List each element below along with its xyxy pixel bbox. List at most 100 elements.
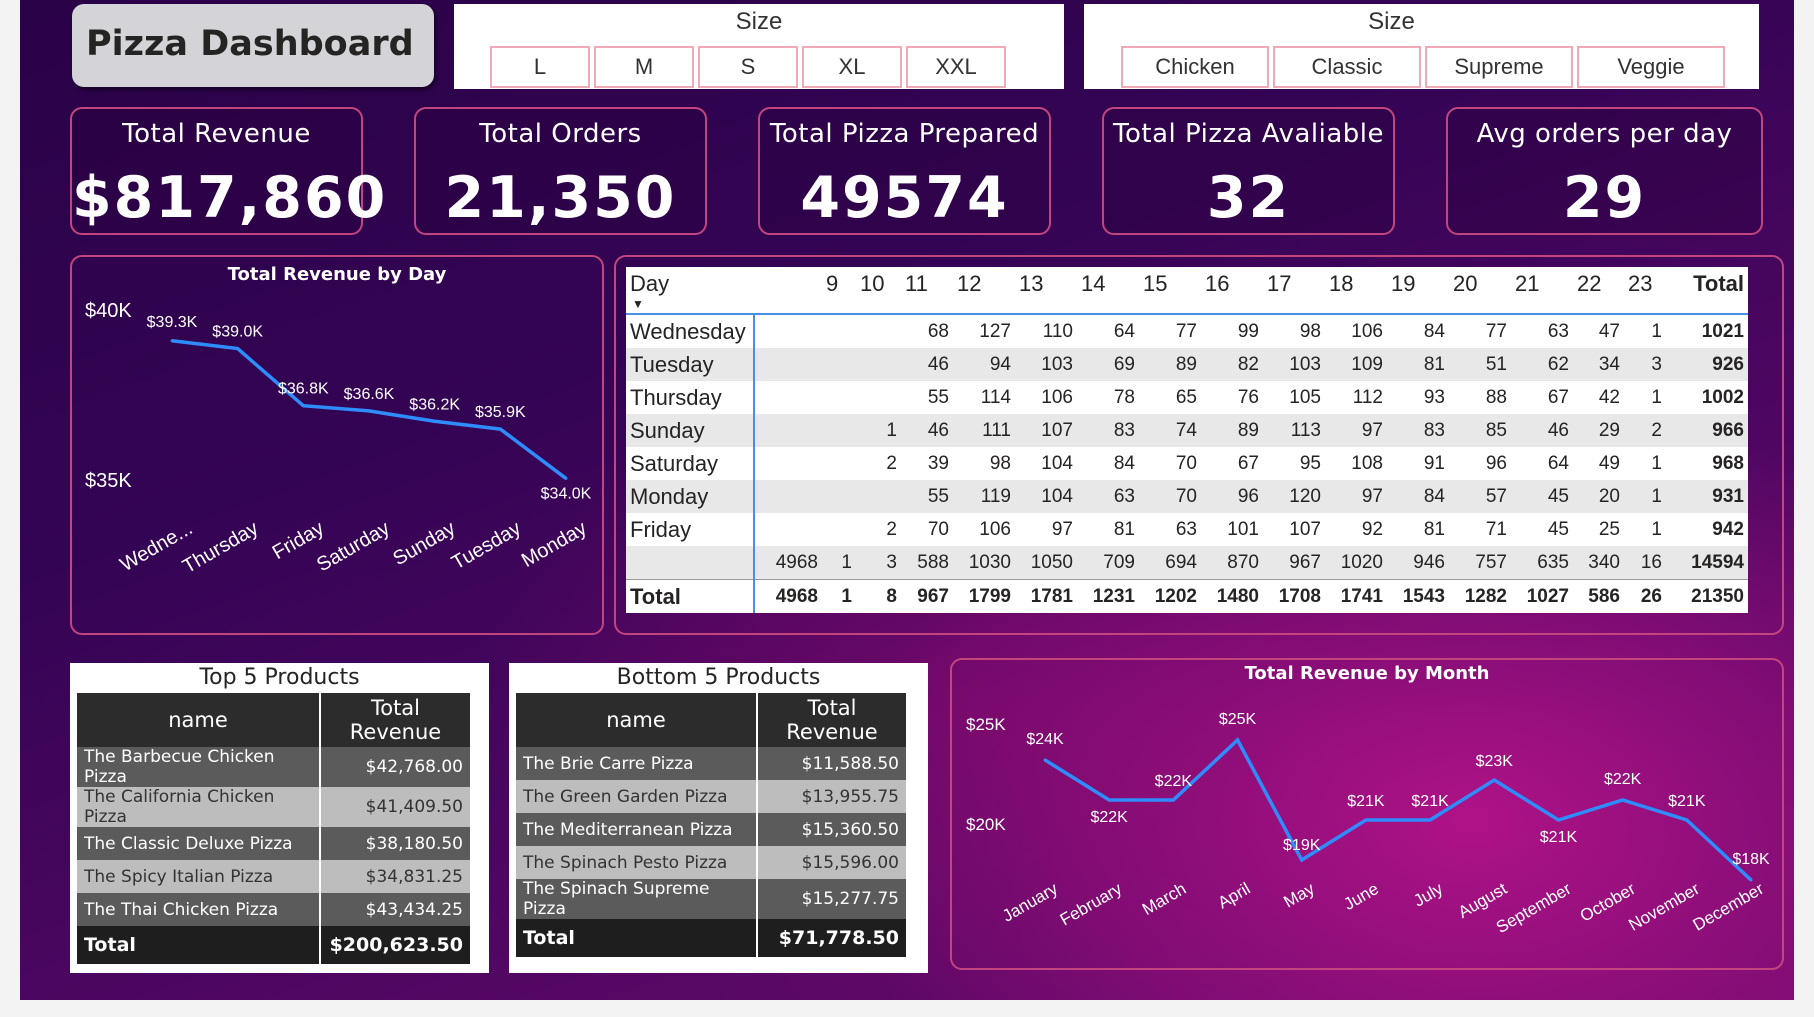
matrix-hour-header[interactable]: 15: [1139, 267, 1201, 315]
matrix-cell: [856, 381, 901, 414]
matrix-cell: [822, 513, 856, 546]
data-point[interactable]: [170, 339, 174, 343]
matrix-cell: 967: [1263, 546, 1325, 580]
matrix-hour-header[interactable]: 14: [1077, 267, 1139, 315]
matrix-cell: 46: [901, 414, 953, 447]
matrix-hour-header[interactable]: 9: [822, 267, 856, 315]
data-point[interactable]: [1107, 798, 1111, 802]
matrix-hour-header[interactable]: 23: [1624, 267, 1666, 315]
data-label: $22K: [1090, 809, 1128, 826]
matrix-cell: 34: [1573, 348, 1624, 381]
data-point[interactable]: [301, 404, 305, 408]
matrix-cell: 70: [1139, 480, 1201, 513]
data-point[interactable]: [498, 427, 502, 431]
category-option-chicken[interactable]: Chicken: [1121, 46, 1269, 88]
data-label: $18K: [1732, 851, 1770, 868]
size-option-m[interactable]: M: [594, 46, 694, 88]
matrix-cell: 45: [1511, 480, 1573, 513]
table-total-row: Total $200,623.50: [77, 926, 470, 964]
matrix-cell: 103: [1263, 348, 1325, 381]
matrix-cell: 340: [1573, 546, 1624, 580]
data-point[interactable]: [1043, 758, 1047, 762]
series-line: [1044, 737, 1753, 882]
column-header-revenue[interactable]: Total Revenue: [756, 693, 906, 747]
matrix-cell: [822, 348, 856, 381]
x-tick-label: Tuesday: [448, 517, 525, 574]
data-point[interactable]: [1300, 858, 1304, 862]
data-label: $21K: [1411, 793, 1449, 810]
data-point[interactable]: [1236, 738, 1240, 742]
data-label: $19K: [1283, 837, 1321, 854]
data-point[interactable]: [433, 419, 437, 423]
total-label: Total: [77, 926, 320, 964]
matrix-hour-header[interactable]: 18: [1325, 267, 1387, 315]
matrix-cell: 3: [1624, 348, 1666, 381]
category-option-veggie[interactable]: Veggie: [1577, 46, 1725, 88]
category-option-classic[interactable]: Classic: [1273, 46, 1421, 88]
matrix-cell: 104: [1015, 480, 1077, 513]
data-point[interactable]: [367, 409, 371, 413]
data-point[interactable]: [1364, 818, 1368, 822]
matrix-cell: 20: [1573, 480, 1624, 513]
matrix-hour-header[interactable]: 16: [1201, 267, 1263, 315]
data-point[interactable]: [1749, 878, 1753, 882]
matrix-cell: 106: [1351, 320, 1383, 342]
size-option-xl[interactable]: XL: [802, 46, 902, 88]
column-header-name[interactable]: name: [516, 693, 757, 747]
y-tick-label: $20K: [966, 815, 1006, 834]
matrix-hour-header[interactable]: 12: [953, 267, 1015, 315]
x-tick-label: April: [1215, 879, 1254, 912]
matrix-hour-header[interactable]: 10: [856, 267, 901, 315]
data-point[interactable]: [1621, 798, 1625, 802]
data-point[interactable]: [1685, 818, 1689, 822]
matrix-day-label: Tuesday: [626, 348, 755, 381]
data-label: $39.0K: [212, 324, 263, 341]
matrix-cell: 96: [1485, 452, 1507, 474]
size-option-l[interactable]: L: [490, 46, 590, 88]
matrix-cell: 84: [1387, 480, 1449, 513]
matrix-cell: 2: [886, 452, 897, 474]
data-point[interactable]: [1171, 798, 1175, 802]
data-point[interactable]: [1492, 778, 1496, 782]
matrix-cell: 67: [1237, 452, 1259, 474]
matrix-hour-header[interactable]: 11: [901, 267, 953, 315]
size-option-xxl[interactable]: XXL: [906, 46, 1006, 88]
column-header-name[interactable]: name: [77, 693, 320, 747]
data-point[interactable]: [1428, 818, 1432, 822]
matrix-hour-header[interactable]: 22: [1573, 267, 1624, 315]
matrix-cell: 106: [979, 518, 1011, 540]
data-point[interactable]: [564, 476, 568, 480]
matrix-total-cell: 1543: [1387, 579, 1449, 613]
data-label: $21K: [1540, 829, 1578, 846]
matrix-cell: 94: [953, 348, 1015, 381]
matrix-corner[interactable]: Day ▼: [626, 267, 754, 315]
product-revenue: $43,434.25: [319, 893, 470, 926]
matrix-hour-header[interactable]: 21: [1511, 267, 1573, 315]
product-name: The Mediterranean Pizza: [516, 813, 757, 846]
matrix-cell: 2: [886, 518, 897, 540]
size-option-s[interactable]: S: [698, 46, 798, 88]
matrix-cell: 95: [1299, 452, 1321, 474]
matrix-hour-header[interactable]: 19: [1387, 267, 1449, 315]
matrix-hour-header[interactable]: 20: [1449, 267, 1511, 315]
matrix-total-header[interactable]: Total: [1666, 267, 1748, 315]
matrix-cell: 39: [927, 452, 949, 474]
matrix-hour-header[interactable]: 17: [1263, 267, 1325, 315]
matrix-cell: 4968: [754, 546, 822, 580]
column-header-revenue[interactable]: Total Revenue: [319, 693, 470, 747]
matrix-cell: 91: [1423, 452, 1445, 474]
matrix-total-cell: 1027: [1511, 579, 1573, 613]
matrix-total-cell: 1708: [1263, 579, 1325, 613]
category-option-supreme[interactable]: Supreme: [1425, 46, 1573, 88]
matrix-hour-header[interactable]: 13: [1015, 267, 1077, 315]
table-header-row: name Total Revenue: [516, 693, 906, 747]
data-point[interactable]: [1556, 818, 1560, 822]
data-point[interactable]: [236, 347, 240, 351]
matrix-cell: 112: [1352, 386, 1383, 408]
matrix-cell: 64: [1547, 452, 1569, 474]
matrix-cell: [822, 480, 856, 513]
matrix-total-cell: 1781: [1015, 579, 1077, 613]
matrix-cell: 1: [1651, 518, 1662, 540]
total-label: Total: [516, 919, 757, 957]
sort-down-icon[interactable]: ▼: [632, 297, 644, 311]
